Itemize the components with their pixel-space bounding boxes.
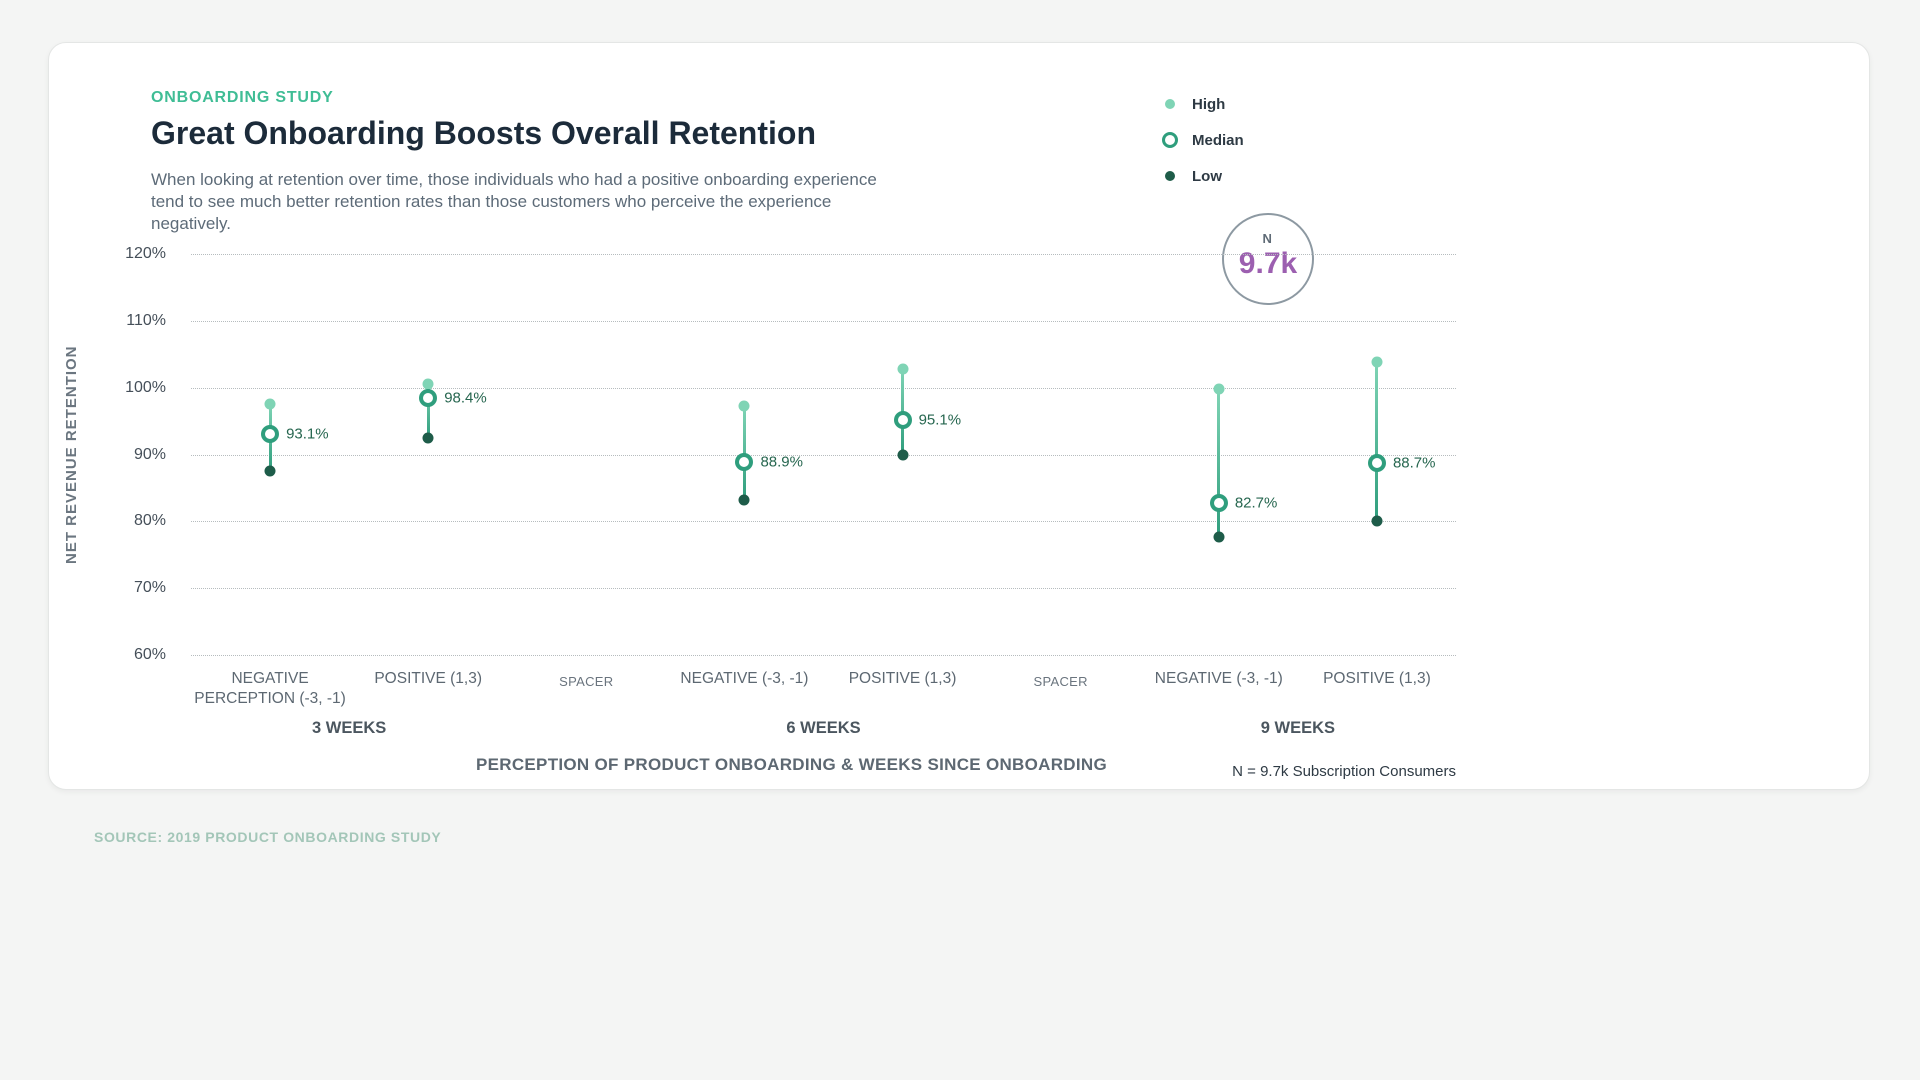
x-axis-title: PERCEPTION OF PRODUCT ONBOARDING & WEEKS… (475, 755, 1108, 774)
category-label: NEGATIVE (-3, -1) (1154, 670, 1283, 687)
sample-size-value: 9.7k (1238, 247, 1298, 280)
y-tick-label: 70% (133, 579, 166, 597)
low-dot-icon (738, 494, 750, 506)
group-label: 3 WEEKS (311, 719, 387, 737)
gridline (191, 387, 1456, 389)
footnote: N = 9.7k Subscription Consumers (1232, 763, 1456, 780)
gridline (191, 320, 1456, 322)
category-label: NEGATIVE PERCEPTION (-3, -1) (194, 670, 346, 707)
median-value-label: 88.9% (760, 453, 803, 471)
category-label: POSITIVE (1,3) (848, 670, 957, 687)
category-label: SPACER (559, 674, 614, 689)
group-label: 6 WEEKS (786, 719, 861, 737)
high-dot-icon (738, 400, 750, 412)
low-dot-icon (422, 432, 434, 444)
legend-item-high: High (1161, 86, 1244, 122)
median-value-label: 88.7% (1392, 454, 1436, 472)
chart-subtitle: When looking at retention over time, tho… (151, 170, 877, 233)
low-dot-icon (897, 449, 909, 460)
chart-card: ONBOARDING STUDY Great Onboarding Boosts… (48, 42, 1870, 790)
y-axis-ticks: 120% 110% 100% 90% 80% 70% 60% (74, 43, 166, 791)
high-dot-icon (1213, 383, 1225, 395)
high-dot-icon (897, 363, 909, 375)
x-axis-categories: NEGATIVE PERCEPTION (-3, -1) POSITIVE (1,… (191, 669, 1456, 717)
legend-item-low: Low (1161, 158, 1244, 194)
dumbbell-range-line (426, 384, 430, 439)
dumbbell-range-line (1375, 362, 1379, 522)
page-title: Great Onboarding Boosts Overall Retentio… (151, 115, 816, 151)
category-label: NEGATIVE (-3, -1) (680, 670, 809, 687)
median-ring-icon (1367, 454, 1386, 473)
high-dot-icon (1165, 99, 1175, 109)
y-tick-label: 90% (133, 445, 166, 463)
category-label: POSITIVE (1,3) (374, 670, 483, 687)
legend: High Median Low (1161, 86, 1244, 194)
sample-size-label: N (1262, 231, 1274, 246)
high-dot-icon (422, 378, 434, 390)
group-label: 9 WEEKS (1260, 719, 1336, 737)
gridline (191, 655, 1456, 656)
y-tick-label: 110% (126, 311, 166, 329)
median-ring-icon (419, 389, 438, 408)
y-tick-label: 120% (125, 245, 166, 262)
gridline (191, 454, 1456, 456)
median-ring-icon (735, 452, 754, 471)
dumbbell-range-line (742, 405, 746, 500)
category-label: SPACER (1033, 674, 1088, 689)
y-tick-label: 60% (133, 646, 166, 663)
legend-item-median: Median (1161, 122, 1244, 158)
legend-label-high: High (1192, 95, 1226, 113)
median-ring-icon (893, 411, 912, 430)
gridline (191, 588, 1456, 590)
category-label: POSITIVE (1,3) (1323, 670, 1431, 687)
sample-size-badge: N 9.7k (1222, 213, 1314, 305)
plot-area: 93.1% 98.4% 88.9% 95.1% 82.7% 88.7% (191, 254, 1456, 656)
eyebrow-label: ONBOARDING STUDY (151, 89, 334, 106)
median-value-label: 95.1% (918, 411, 962, 429)
y-tick-label: 100% (125, 378, 166, 396)
median-value-label: 98.4% (444, 389, 487, 407)
legend-label-low: Low (1192, 167, 1222, 185)
y-tick-label: 80% (133, 512, 166, 530)
source-note: SOURCE: 2019 PRODUCT ONBOARDING STUDY (94, 829, 442, 845)
gridline (191, 254, 1456, 255)
low-dot-icon (1371, 515, 1383, 527)
median-value-label: 93.1% (286, 425, 329, 443)
gridline (191, 521, 1456, 523)
high-dot-icon (264, 398, 276, 410)
x-axis-groups: 3 WEEKS 6 WEEKS 9 WEEKS (191, 719, 1456, 745)
dumbbell-range-line (1217, 389, 1221, 538)
high-dot-icon (1371, 356, 1383, 368)
median-ring-icon (1162, 132, 1178, 148)
legend-label-median: Median (1192, 131, 1244, 149)
median-ring-icon (1209, 494, 1228, 513)
low-dot-icon (1213, 531, 1225, 543)
low-dot-icon (1165, 171, 1175, 181)
low-dot-icon (264, 465, 276, 477)
median-value-label: 82.7% (1234, 494, 1278, 512)
median-ring-icon (261, 424, 280, 443)
